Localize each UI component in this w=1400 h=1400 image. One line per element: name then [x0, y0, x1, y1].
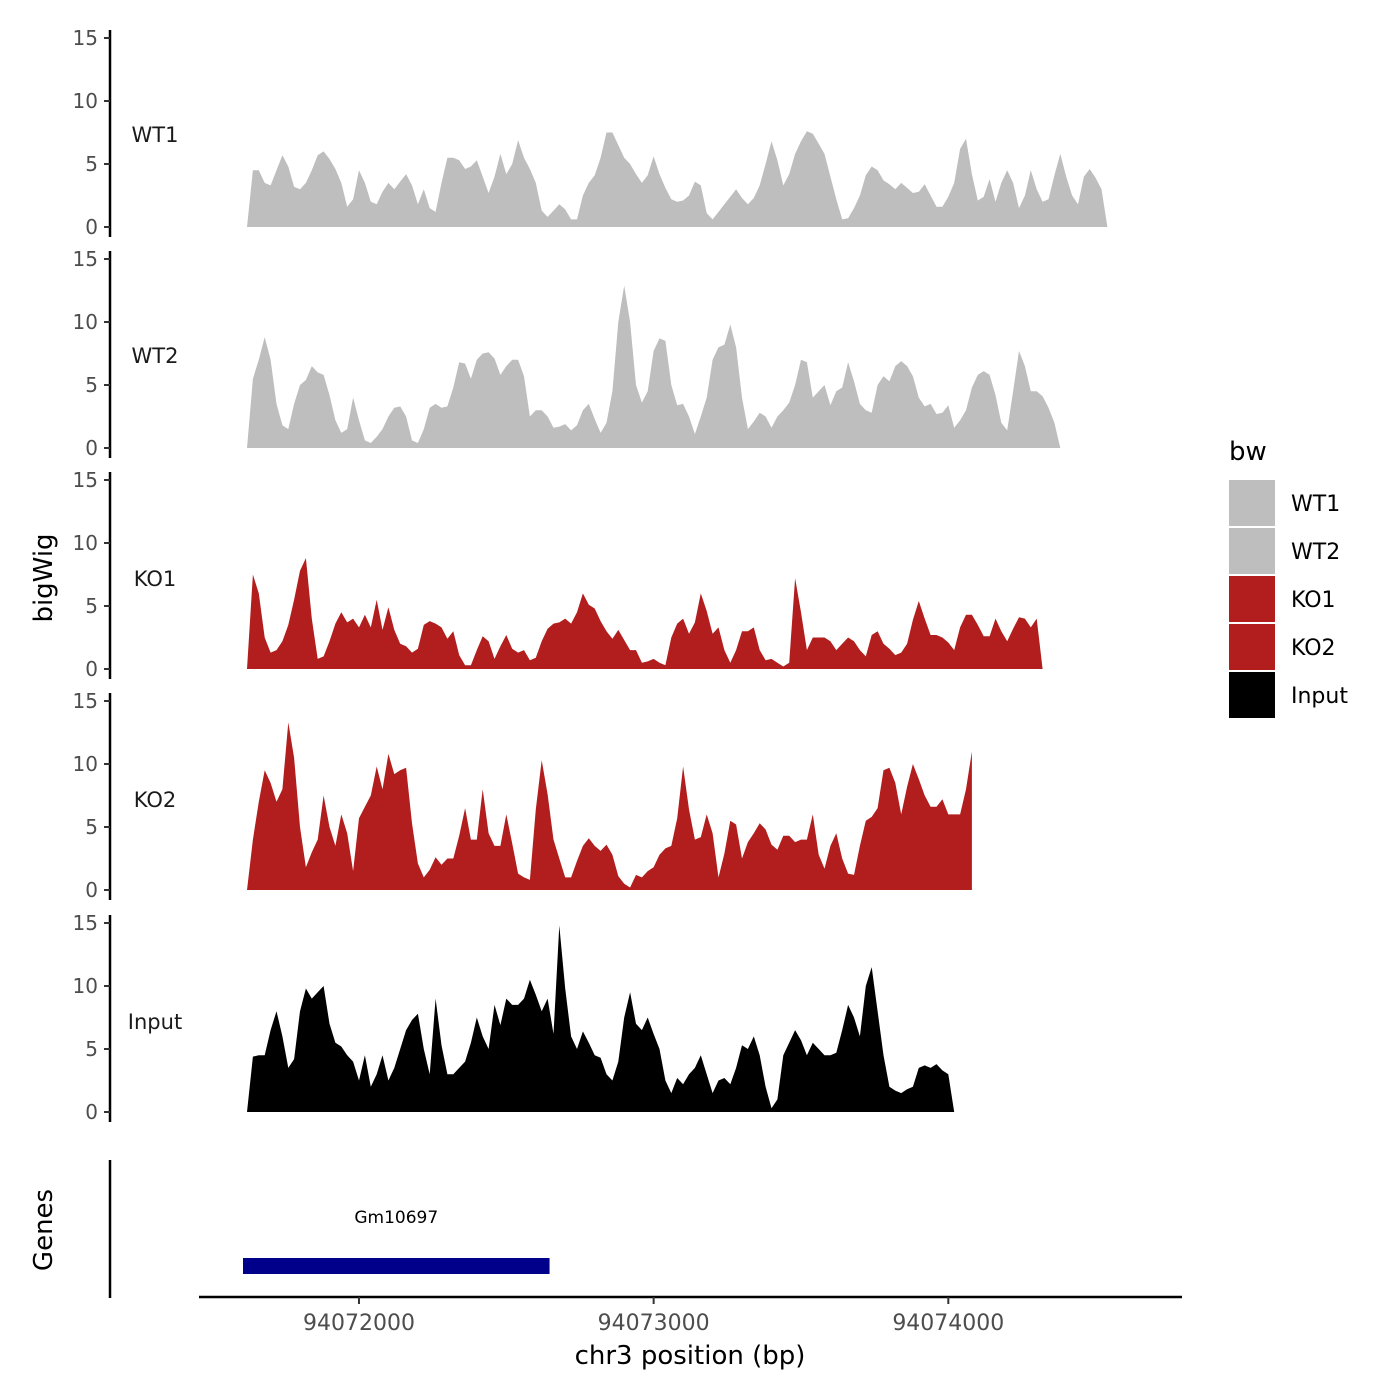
track-label: KO2 [134, 788, 177, 812]
y-tick-label: 5 [85, 594, 98, 618]
x-tick-label: 94072000 [303, 1311, 415, 1336]
track-wt1: 0 5 10 15 WT1 [73, 26, 1108, 239]
y-tick-label: 0 [85, 878, 98, 902]
legend-swatch [1229, 624, 1275, 670]
track-label: KO1 [134, 567, 177, 591]
y-tick-label: 5 [85, 373, 98, 397]
y-tick-label: 0 [85, 657, 98, 681]
track-wt2: 0 5 10 15 WT2 [73, 247, 1061, 460]
legend-label: Input [1291, 684, 1348, 709]
legend-label: WT2 [1291, 540, 1340, 565]
y-tick-label: 0 [85, 436, 98, 460]
legend-item-input: Input [1229, 672, 1348, 718]
y-axis-title: bigWig [29, 533, 59, 622]
y-tick-label: 5 [85, 1037, 98, 1061]
track-ko2: 0 5 10 15 KO2 [73, 689, 972, 902]
legend-swatch [1229, 528, 1275, 574]
legend-item-wt1: WT1 [1229, 480, 1340, 526]
x-axis-title: chr3 position (bp) [575, 1341, 806, 1371]
y-tick-label: 10 [73, 310, 98, 334]
y-tick-label: 15 [73, 468, 98, 492]
x-axis: 94072000 94073000 94074000 [199, 1295, 1182, 1336]
track-area-ko2 [247, 722, 972, 890]
legend-label: WT1 [1291, 492, 1340, 517]
y-tick-label: 10 [73, 89, 98, 113]
legend-label: KO2 [1291, 636, 1336, 661]
y-tick-label: 10 [73, 531, 98, 555]
x-tick-label: 94073000 [598, 1311, 710, 1336]
track-label: WT2 [132, 344, 179, 368]
legend-label: KO1 [1291, 588, 1336, 613]
y-tick-label: 15 [73, 911, 98, 935]
y-tick-label: 15 [73, 689, 98, 713]
y-tick-label: 5 [85, 815, 98, 839]
legend: bw WT1 WT2 KO1 KO2 Input [1229, 437, 1348, 718]
track-area-input [247, 925, 955, 1112]
genes-panel: Gm10697 [108, 1160, 550, 1298]
gene-label: Gm10697 [354, 1208, 438, 1228]
legend-swatch [1229, 672, 1275, 718]
track-area-ko1 [247, 558, 1043, 669]
legend-item-ko2: KO2 [1229, 624, 1336, 670]
x-tick-label: 94074000 [892, 1311, 1004, 1336]
y-tick-label: 10 [73, 752, 98, 776]
y-tick-label: 0 [85, 1100, 98, 1124]
gene-bar [243, 1258, 550, 1274]
legend-item-ko1: KO1 [1229, 576, 1336, 622]
track-area-wt1 [247, 131, 1108, 227]
y-tick-label: 15 [73, 26, 98, 50]
y-tick-label: 15 [73, 247, 98, 271]
legend-swatch [1229, 480, 1275, 526]
track-input: 0 5 10 15 Input [73, 911, 955, 1124]
genes-axis-title: Genes [29, 1189, 59, 1271]
legend-swatch [1229, 576, 1275, 622]
track-label: WT1 [132, 123, 179, 147]
y-tick-label: 0 [85, 215, 98, 239]
legend-item-wt2: WT2 [1229, 528, 1340, 574]
track-area-wt2 [247, 285, 1061, 448]
y-tick-label: 10 [73, 974, 98, 998]
tracks-layer: 0 5 10 15 WT1 0 5 10 15 WT2 0 5 10 15 KO1 0 5 10 15 KO2 0 5 10… [73, 26, 1108, 1124]
legend-title: bw [1229, 437, 1267, 467]
track-label: Input [128, 1010, 182, 1034]
y-tick-label: 5 [85, 152, 98, 176]
track-ko1: 0 5 10 15 KO1 [73, 468, 1043, 681]
